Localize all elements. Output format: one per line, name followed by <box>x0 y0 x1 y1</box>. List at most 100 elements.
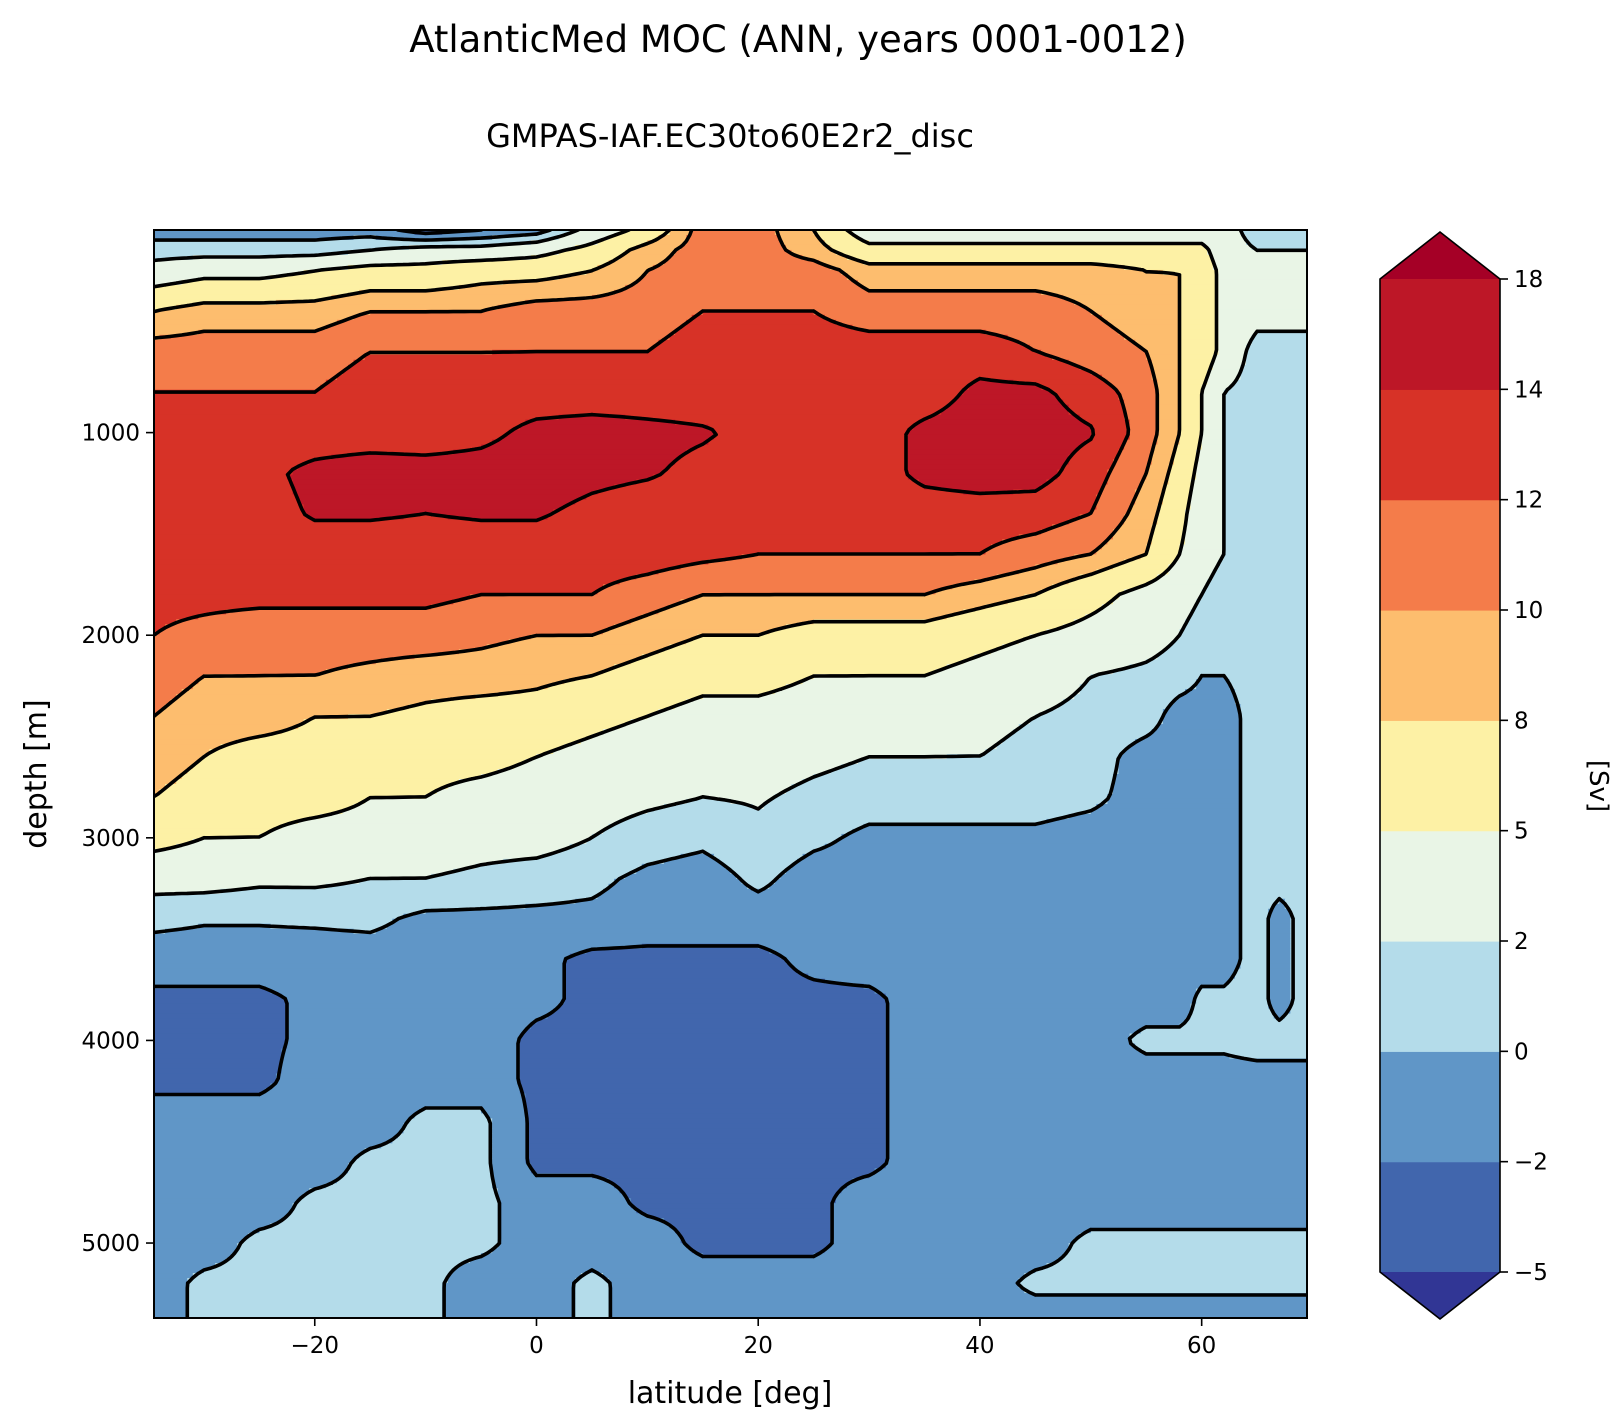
contour-fill-cell <box>1223 474 1307 481</box>
contour-fill-cell <box>1201 429 1225 436</box>
colorbar-segment <box>1380 941 1500 1052</box>
contour-fill-cell <box>1162 499 1192 506</box>
contour-fill-cell <box>669 254 804 261</box>
contour-fill-cell <box>1007 334 1125 341</box>
contour-fill-cell <box>154 634 532 640</box>
contour-fill-cell <box>453 599 682 606</box>
contour-fill-cell <box>431 699 687 705</box>
contour-fill-cell <box>1090 424 1131 431</box>
contour-fill-cell <box>298 818 621 825</box>
contour-fill-cell <box>608 1298 1307 1304</box>
contour-fill-cell <box>309 1188 499 1194</box>
contour-fill-cell <box>1118 759 1242 765</box>
contour-fill-cell <box>619 724 1020 730</box>
contour-fill-cell <box>154 853 543 860</box>
contour-fill-cell <box>320 384 970 391</box>
contour-fill-cell <box>154 769 188 775</box>
contour-fill-cell <box>198 679 565 685</box>
contour-fill-cell <box>1223 404 1307 411</box>
contour-fill-cell <box>154 574 637 581</box>
contour-fill-cell <box>1096 569 1170 576</box>
contour-fill-cell <box>1118 449 1153 456</box>
contour-fill-cell <box>1018 724 1159 730</box>
contour-fill-cell <box>830 1228 1092 1234</box>
contour-fill-cell <box>564 968 798 975</box>
contour-fill-cell <box>1107 319 1181 326</box>
contour-fill-cell <box>608 1278 1020 1284</box>
contour-fill-cell <box>226 609 660 615</box>
contour-fill-cell <box>1101 604 1197 610</box>
contour-fill-cell <box>154 973 565 980</box>
contour-fill-cell <box>1240 739 1307 745</box>
contour-fill-cell <box>370 309 704 316</box>
contour-fill-cell <box>519 424 710 431</box>
contour-fill-cell <box>525 1118 887 1125</box>
contour-fill-cell <box>220 888 604 895</box>
contour-fill-cell <box>203 674 588 680</box>
plot-area <box>154 230 1307 1318</box>
contour-fill-cell <box>1112 459 1153 466</box>
contour-fill-cell <box>154 868 455 875</box>
contour-fill-cell <box>702 694 1075 700</box>
contour-fill-cell <box>1018 1278 1307 1284</box>
contour-fill-cell <box>575 244 637 251</box>
contour-fill-cell <box>154 893 599 900</box>
contour-fill-cell <box>1124 399 1159 406</box>
contour-fill-cell <box>542 230 571 236</box>
contour-fill-cell <box>154 948 588 955</box>
contour-fill-cell <box>885 1043 1136 1050</box>
contour-fill-cell <box>154 544 992 551</box>
contour-fill-cell <box>292 1208 499 1214</box>
contour-fill-cell <box>154 1148 366 1154</box>
contour-fill-cell <box>1212 364 1242 371</box>
contour-fill-cell <box>331 294 593 301</box>
contour-fill-cell <box>237 1248 493 1254</box>
colorbar-extend-low <box>1380 1272 1500 1319</box>
contour-fill-cell <box>154 908 427 915</box>
contour-fill-cell <box>1185 619 1307 625</box>
contour-fill-cell <box>176 619 632 625</box>
contour-fill-cell <box>885 1138 1307 1145</box>
contour-fill-cell <box>1268 923 1292 930</box>
contour-fill-cell <box>154 494 299 501</box>
contour-fill-cell <box>497 1198 632 1204</box>
contour-fill-cell <box>1268 1003 1292 1010</box>
contour-fill-cell <box>1218 334 1253 341</box>
contour-fill-cell <box>1162 714 1242 720</box>
contour-fill-cell <box>154 724 299 730</box>
contour-fill-cell <box>1173 454 1197 461</box>
contour-fill-cell <box>907 469 1059 476</box>
contour-fill-cell <box>1068 454 1120 461</box>
contour-fill-cell <box>1223 489 1307 496</box>
contour-fill-cell <box>1107 379 1159 386</box>
contour-fill-cell <box>1268 963 1292 970</box>
contour-fill-cell <box>309 514 405 521</box>
contour-fill-cell <box>154 579 621 586</box>
contour-fill-cell <box>1240 764 1307 770</box>
contour-fill-cell <box>154 1113 416 1120</box>
contour-fill-cell <box>575 1313 610 1318</box>
contour-fill-cell <box>1218 559 1307 566</box>
contour-fill-cell <box>802 254 848 261</box>
contour-fill-cell <box>303 269 588 276</box>
contour-fill-cell <box>575 898 1242 905</box>
contour-fill-cell <box>154 1028 288 1035</box>
contour-fill-cell <box>408 704 676 710</box>
contour-fill-cell <box>608 1178 854 1184</box>
contour-fill-cell <box>1151 454 1175 461</box>
contour-fill-cell <box>342 369 1092 376</box>
contour-fill-cell <box>154 1243 238 1249</box>
contour-fill-cell <box>1223 534 1307 541</box>
contour-fill-cell <box>1173 449 1197 456</box>
colorbar-tick-label: 8 <box>1514 708 1529 734</box>
contour-fill-cell <box>154 1103 527 1110</box>
contour-fill-cell <box>1240 903 1275 910</box>
contour-fill-cell <box>1190 1013 1275 1020</box>
contour-fill-cell <box>680 454 909 461</box>
contour-fill-cell <box>1118 329 1181 336</box>
contour-fill-cell <box>1173 559 1220 566</box>
contour-fill-cell <box>885 1148 1307 1154</box>
contour-fill-cell <box>1201 404 1225 411</box>
contour-fill-cell <box>154 838 194 845</box>
contour-fill-cell <box>154 359 355 366</box>
